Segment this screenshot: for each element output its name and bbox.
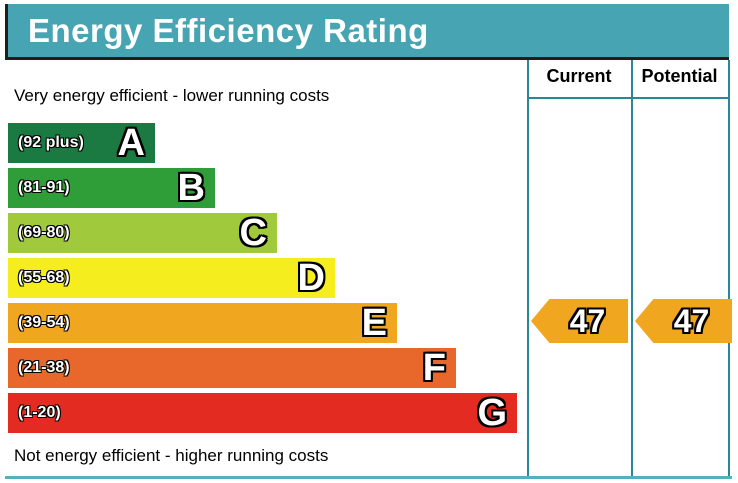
table-line-left-of-current — [527, 60, 529, 477]
potential-rating-arrow: 47 — [635, 299, 732, 343]
column-header-current: Current — [546, 66, 612, 86]
band-a-range-label: (92 plus) — [18, 134, 84, 151]
chart-header-band: Energy Efficiency Rating — [5, 4, 729, 60]
band-b-range-label: (81-91) — [18, 179, 70, 196]
band-c: (69-80) C — [8, 213, 277, 253]
potential-rating-value: 47 — [673, 303, 710, 339]
band-e-range-label: (39-54) — [18, 314, 70, 331]
band-c-letter: C — [239, 212, 267, 254]
column-header-potential: Potential — [641, 66, 718, 86]
band-c-range-label: (69-80) — [18, 224, 70, 241]
current-rating-arrow: 47 — [531, 299, 628, 343]
band-d-range-label: (55-68) — [18, 269, 70, 286]
band-e: (39-54) E — [8, 303, 397, 343]
top-note: Very energy efficient - lower running co… — [14, 86, 330, 105]
bottom-note: Not energy efficient - higher running co… — [14, 446, 329, 465]
band-d-letter: D — [297, 257, 325, 299]
band-e-letter: E — [361, 302, 387, 344]
table-line-under-column-headers — [527, 97, 730, 99]
band-a-letter: A — [117, 122, 145, 164]
table-line-right-edge — [728, 60, 730, 477]
table-line-between-columns — [631, 60, 633, 477]
band-f-range-label: (21-38) — [18, 359, 70, 376]
band-g: (1-20) G — [8, 393, 517, 433]
band-b: (81-91) B — [8, 168, 215, 208]
band-f-letter: F — [422, 347, 446, 389]
band-a: (92 plus) A — [8, 123, 155, 163]
band-g-range-label: (1-20) — [18, 404, 61, 421]
band-g-letter: G — [477, 392, 507, 434]
band-d: (55-68) D — [8, 258, 335, 298]
current-rating-value: 47 — [569, 303, 606, 339]
table-line-bottom — [5, 476, 732, 479]
band-b-letter: B — [177, 167, 205, 209]
band-f: (21-38) F — [8, 348, 456, 388]
chart-title: Energy Efficiency Rating — [28, 11, 429, 49]
